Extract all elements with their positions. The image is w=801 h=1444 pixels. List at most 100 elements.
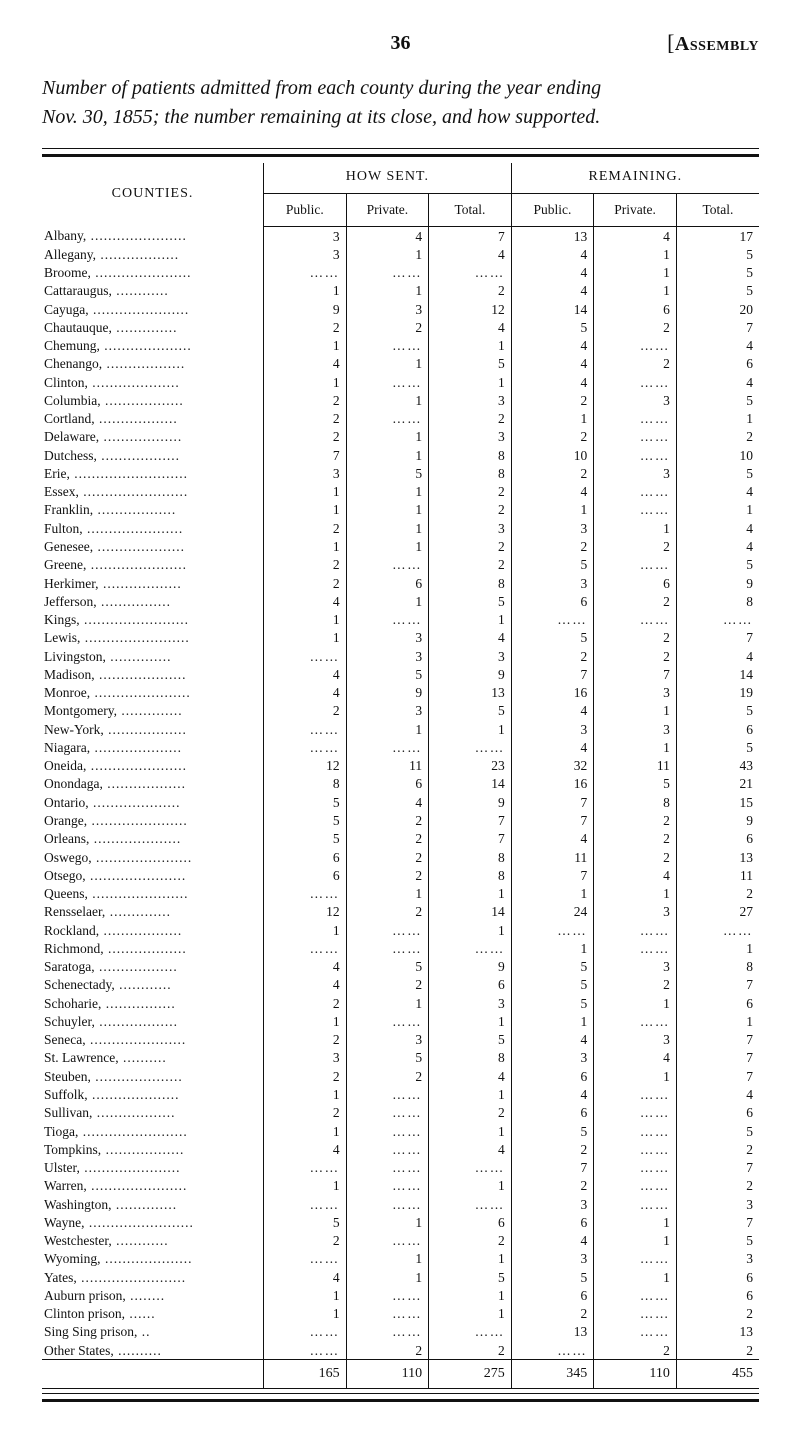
county-cell: Tioga, ........................ (42, 1122, 264, 1140)
blank-dots: …… (392, 265, 422, 280)
page-number: 36 (281, 32, 520, 55)
cell-hs_total: 6 (429, 976, 512, 994)
cell-hs_public: 1 (264, 1305, 347, 1323)
cell-rem_private: 3 (594, 684, 677, 702)
county-name: Oswego, (44, 850, 92, 865)
leader-dots: ...................... (90, 685, 191, 700)
blank-dots: …… (392, 923, 422, 938)
cell-rem_total: 1 (676, 939, 759, 957)
title-line-1: Number of patients admitted from each co… (42, 77, 601, 99)
blank-dots: …… (640, 484, 670, 499)
cell-hs_public: 12 (264, 757, 347, 775)
cell-hs_private: 11 (346, 757, 429, 775)
table-super-header-row: COUNTIES. HOW SENT. REMAINING. (42, 163, 759, 194)
totals-hs-private: 110 (346, 1360, 429, 1389)
cell-rem_private: 1 (594, 1268, 677, 1286)
table-row: Broome, ......................………………415 (42, 264, 759, 282)
county-name: Livingston, (44, 649, 106, 664)
cell-hs_private: 4 (346, 227, 429, 246)
county-name: Oneida, (44, 758, 86, 773)
cell-rem_public: 7 (511, 866, 594, 884)
cell-rem_total: 5 (676, 1232, 759, 1250)
cell-hs_total: 23 (429, 757, 512, 775)
leader-dots: .................... (88, 1087, 180, 1102)
table-row: Other States, ..........……22……22 (42, 1341, 759, 1360)
totals-row: 165 110 275 345 110 455 (42, 1360, 759, 1389)
cell-rem_total: 1 (676, 1012, 759, 1030)
county-cell: Suffolk, .................... (42, 1085, 264, 1103)
cell-rem_total: 20 (676, 300, 759, 318)
cell-rem_total: 6 (676, 1104, 759, 1122)
cell-hs_total: …… (429, 738, 512, 756)
cell-hs_total: 9 (429, 958, 512, 976)
leader-dots: ........................ (80, 612, 189, 627)
blank-dots: …… (475, 1324, 505, 1339)
cell-hs_public: …… (264, 1159, 347, 1177)
cell-rem_private: 2 (594, 812, 677, 830)
table-row: Cayuga, ......................931214620 (42, 300, 759, 318)
leader-dots: .................. (95, 959, 178, 974)
cell-hs_private: 2 (346, 903, 429, 921)
leader-dots: ................ (101, 996, 175, 1011)
cell-rem_total: 13 (676, 848, 759, 866)
cell-hs_public: 5 (264, 1213, 347, 1231)
county-name: Herkimer, (44, 576, 99, 591)
blank-dots: …… (640, 1324, 670, 1339)
blank-dots: …… (392, 411, 422, 426)
cell-rem_total: 6 (676, 1286, 759, 1304)
cell-hs_private: …… (346, 556, 429, 574)
cell-hs_total: 4 (429, 629, 512, 647)
cell-hs_public: …… (264, 1250, 347, 1268)
county-cell: Warren, ...................... (42, 1177, 264, 1195)
leader-dots: .................. (95, 1014, 178, 1029)
cell-rem_total: …… (676, 921, 759, 939)
county-name: Rensselaer, (44, 904, 105, 919)
cell-hs_private: 4 (346, 793, 429, 811)
table-row: Seneca, ......................235437 (42, 1031, 759, 1049)
cell-rem_total: 4 (676, 373, 759, 391)
blank-dots: …… (640, 1014, 670, 1029)
cell-hs_total: 13 (429, 684, 512, 702)
cell-hs_private: …… (346, 1286, 429, 1304)
cell-rem_private: …… (594, 373, 677, 391)
cell-rem_total: 5 (676, 1122, 759, 1140)
cell-hs_public: 2 (264, 1104, 347, 1122)
cell-hs_total: 1 (429, 337, 512, 355)
cell-rem_public: 7 (511, 665, 594, 683)
cell-rem_private: …… (594, 1250, 677, 1268)
cell-hs_public: 6 (264, 848, 347, 866)
cell-hs_public: …… (264, 1341, 347, 1360)
leader-dots: .............. (106, 649, 172, 664)
cell-hs_total: 8 (429, 866, 512, 884)
cell-rem_private: 4 (594, 1049, 677, 1067)
county-cell: Essex, ........................ (42, 483, 264, 501)
cell-hs_total: 2 (429, 483, 512, 501)
cell-rem_total: 5 (676, 245, 759, 263)
cell-hs_total: 7 (429, 227, 512, 246)
cell-hs_private: …… (346, 1323, 429, 1341)
cell-rem_private: 2 (594, 592, 677, 610)
county-name: Wyoming, (44, 1251, 101, 1266)
table-row: Rockland, ..................1……1……………… (42, 921, 759, 939)
table-body: Albany, ......................34713417Al… (42, 227, 759, 1360)
leader-dots: .................. (99, 429, 182, 444)
cell-rem_public: …… (511, 1341, 594, 1360)
blank-dots: …… (310, 941, 340, 956)
cell-hs_private: 2 (346, 976, 429, 994)
cell-hs_total: 3 (429, 647, 512, 665)
cell-rem_total: 27 (676, 903, 759, 921)
cell-rem_public: 4 (511, 830, 594, 848)
cell-hs_total: 5 (429, 1268, 512, 1286)
cell-hs_total: 1 (429, 1305, 512, 1323)
cell-rem_public: 2 (511, 391, 594, 409)
county-cell: Onondaga, .................. (42, 775, 264, 793)
cell-rem_public: 10 (511, 446, 594, 464)
cell-rem_private: …… (594, 483, 677, 501)
county-cell: St. Lawrence, .......... (42, 1049, 264, 1067)
county-cell: Kings, ........................ (42, 611, 264, 629)
county-cell: Sing Sing prison, .. (42, 1323, 264, 1341)
cell-hs_public: 4 (264, 355, 347, 373)
assembly-text: Assembly (675, 33, 759, 55)
county-name: Cattaraugus, (44, 283, 112, 298)
totals-hs-public: 165 (264, 1360, 347, 1389)
